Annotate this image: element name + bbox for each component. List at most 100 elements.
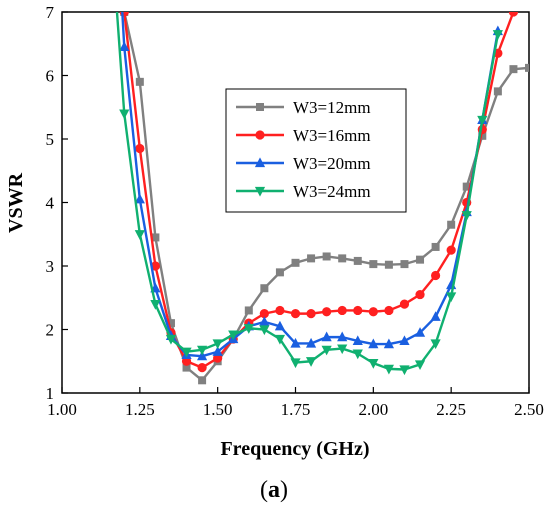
data-point (197, 345, 208, 356)
data-point (399, 299, 410, 309)
data-point (369, 260, 378, 269)
y-axis: 1 2 3 4 5 6 7 (46, 3, 68, 403)
data-point (416, 255, 425, 264)
data-point (337, 331, 348, 342)
data-point (254, 186, 266, 197)
data-point (290, 337, 301, 348)
legend: W3=12mm W3=16mm W3=20mm W3=24mm (225, 88, 407, 213)
data-point (321, 331, 332, 342)
legend-item: W3=12mm (236, 98, 371, 117)
legend-label: W3=20mm (293, 154, 371, 173)
data-point (322, 307, 332, 317)
series-4 (115, 12, 503, 376)
data-point (165, 334, 177, 345)
data-point (212, 346, 223, 356)
data-point (305, 357, 317, 367)
y-tick-label: 2 (46, 321, 55, 340)
data-point (274, 334, 286, 345)
y-tick-label: 1 (46, 384, 55, 403)
data-point (182, 363, 191, 372)
data-point (307, 254, 316, 263)
x-tick-label: 1.25 (125, 400, 155, 419)
x-tick-label: 2.50 (514, 400, 544, 419)
y-tick-label: 4 (46, 194, 55, 213)
caption-open-paren: ( (260, 477, 268, 503)
data-point (198, 376, 207, 385)
data-point (337, 344, 348, 355)
data-point (212, 339, 223, 350)
data-point (415, 289, 425, 300)
data-point (447, 220, 456, 229)
data-point (119, 109, 130, 120)
legend-label: W3=12mm (293, 98, 371, 117)
data-point (430, 339, 441, 350)
caption-letter: a (268, 477, 280, 503)
x-tick-label: 1.50 (203, 400, 233, 419)
data-point (368, 307, 378, 317)
y-tick-label: 3 (46, 257, 55, 276)
x-tick-label: 2.00 (358, 400, 388, 419)
data-point (462, 182, 471, 191)
data-point (166, 319, 175, 328)
data-point (353, 305, 363, 316)
legend-item: W3=24mm (236, 182, 371, 201)
data-point (119, 41, 130, 52)
figure-caption: (a) (260, 477, 288, 503)
data-point (197, 363, 207, 373)
x-tick-label: 1.75 (281, 400, 311, 419)
data-point (399, 335, 410, 346)
data-point (509, 65, 518, 74)
plot-area (61, 11, 530, 394)
y-tick-label: 6 (46, 67, 55, 86)
data-point (244, 306, 253, 315)
data-point (275, 305, 285, 316)
data-point (525, 63, 529, 72)
data-point (256, 103, 264, 111)
data-point (254, 157, 266, 168)
data-point (399, 365, 410, 376)
data-point (353, 256, 362, 265)
data-point (446, 292, 457, 303)
series-layer (115, 12, 529, 385)
y-tick-label: 5 (46, 130, 55, 149)
data-point (255, 130, 265, 140)
data-point (414, 327, 426, 337)
data-point (306, 309, 316, 319)
data-point (305, 337, 317, 348)
data-point (259, 309, 269, 319)
data-point (290, 309, 301, 319)
data-point (135, 77, 144, 86)
caption-close-paren: ) (280, 477, 288, 503)
data-point (383, 364, 394, 375)
data-point (384, 260, 393, 269)
data-point (134, 230, 145, 240)
x-tick-label: 2.25 (436, 400, 466, 419)
data-point (260, 284, 269, 293)
data-point (274, 320, 286, 331)
data-point (134, 193, 145, 204)
data-point (228, 330, 239, 341)
data-point (492, 30, 503, 40)
y-tick-label: 7 (46, 3, 55, 22)
data-point (478, 131, 487, 140)
legend-item: W3=16mm (236, 126, 371, 145)
legend-label: W3=16mm (293, 126, 371, 145)
legend-item: W3=20mm (236, 154, 371, 173)
y-axis-title: VSWR (5, 172, 27, 233)
data-point (431, 270, 441, 281)
data-point (384, 305, 394, 316)
data-point (322, 252, 331, 261)
data-point (430, 311, 441, 321)
data-point (414, 360, 426, 371)
x-tick-label: 1.00 (47, 400, 77, 419)
data-point (243, 324, 254, 334)
data-point (461, 211, 472, 221)
data-point (446, 245, 456, 255)
data-point (493, 87, 502, 96)
data-point (151, 233, 160, 242)
data-point (400, 260, 409, 269)
data-point (431, 242, 440, 251)
x-axis-title: Frequency (GHz) (220, 438, 369, 460)
data-point (290, 358, 301, 369)
